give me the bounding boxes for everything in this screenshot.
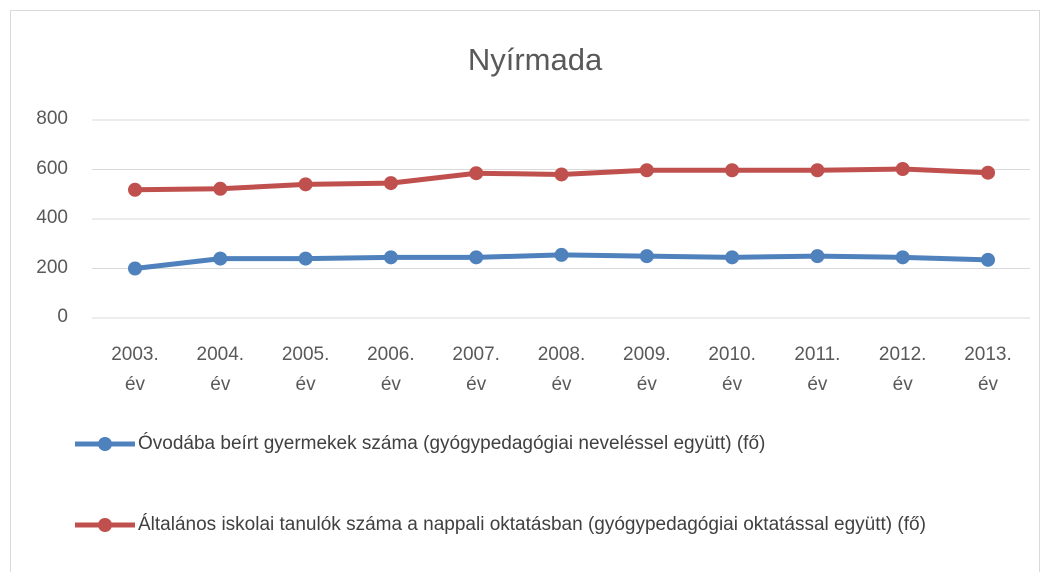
legend-label: Általános iskolai tanulók száma a nappal… [138,514,926,535]
data-point [298,177,313,192]
x-tick-label: 2003. év [111,344,159,395]
x-tick-label: 2006. év [367,344,415,395]
data-point [895,162,910,177]
data-point [810,163,825,178]
legend-marker [98,518,112,532]
data-point [725,250,740,265]
data-point [469,250,484,265]
data-point [810,249,825,264]
data-point [981,165,995,180]
legend-marker [98,437,112,451]
data-point [213,181,228,196]
legend-label: Óvodába beírt gyermekek száma (gyógypeda… [138,433,766,454]
data-point [639,249,654,264]
data-point [639,163,654,178]
data-point [383,250,398,265]
data-point [554,167,569,182]
x-tick-label: 2004. év [196,344,245,395]
data-point [128,182,142,197]
data-point [981,252,995,267]
y-tick-label: 600 [36,157,68,179]
data-point [128,261,142,276]
x-tick-label: 2009. év [623,344,671,395]
x-tick-label: 2012. év [878,344,927,395]
data-point [895,250,910,265]
data-point [213,251,228,266]
data-point [469,166,484,181]
data-point [383,176,398,191]
x-tick-label: 2010. év [708,344,756,395]
data-point [554,247,569,262]
x-tick-label: 2013. év [964,344,1012,395]
chart-frame [10,10,1040,572]
x-tick-label: 2008. év [537,344,586,395]
x-tick-label: 2005. év [281,344,330,395]
y-tick-label: 800 [36,108,68,129]
x-tick-label: 2007. év [452,344,500,395]
y-tick-label: 400 [36,207,68,228]
data-point [725,163,740,178]
data-point [298,251,313,266]
y-tick-label: 0 [57,306,68,327]
y-tick-label: 200 [36,256,68,278]
x-tick-label: 2011. év [794,344,841,395]
chart-title: Nyírmada [467,42,603,77]
